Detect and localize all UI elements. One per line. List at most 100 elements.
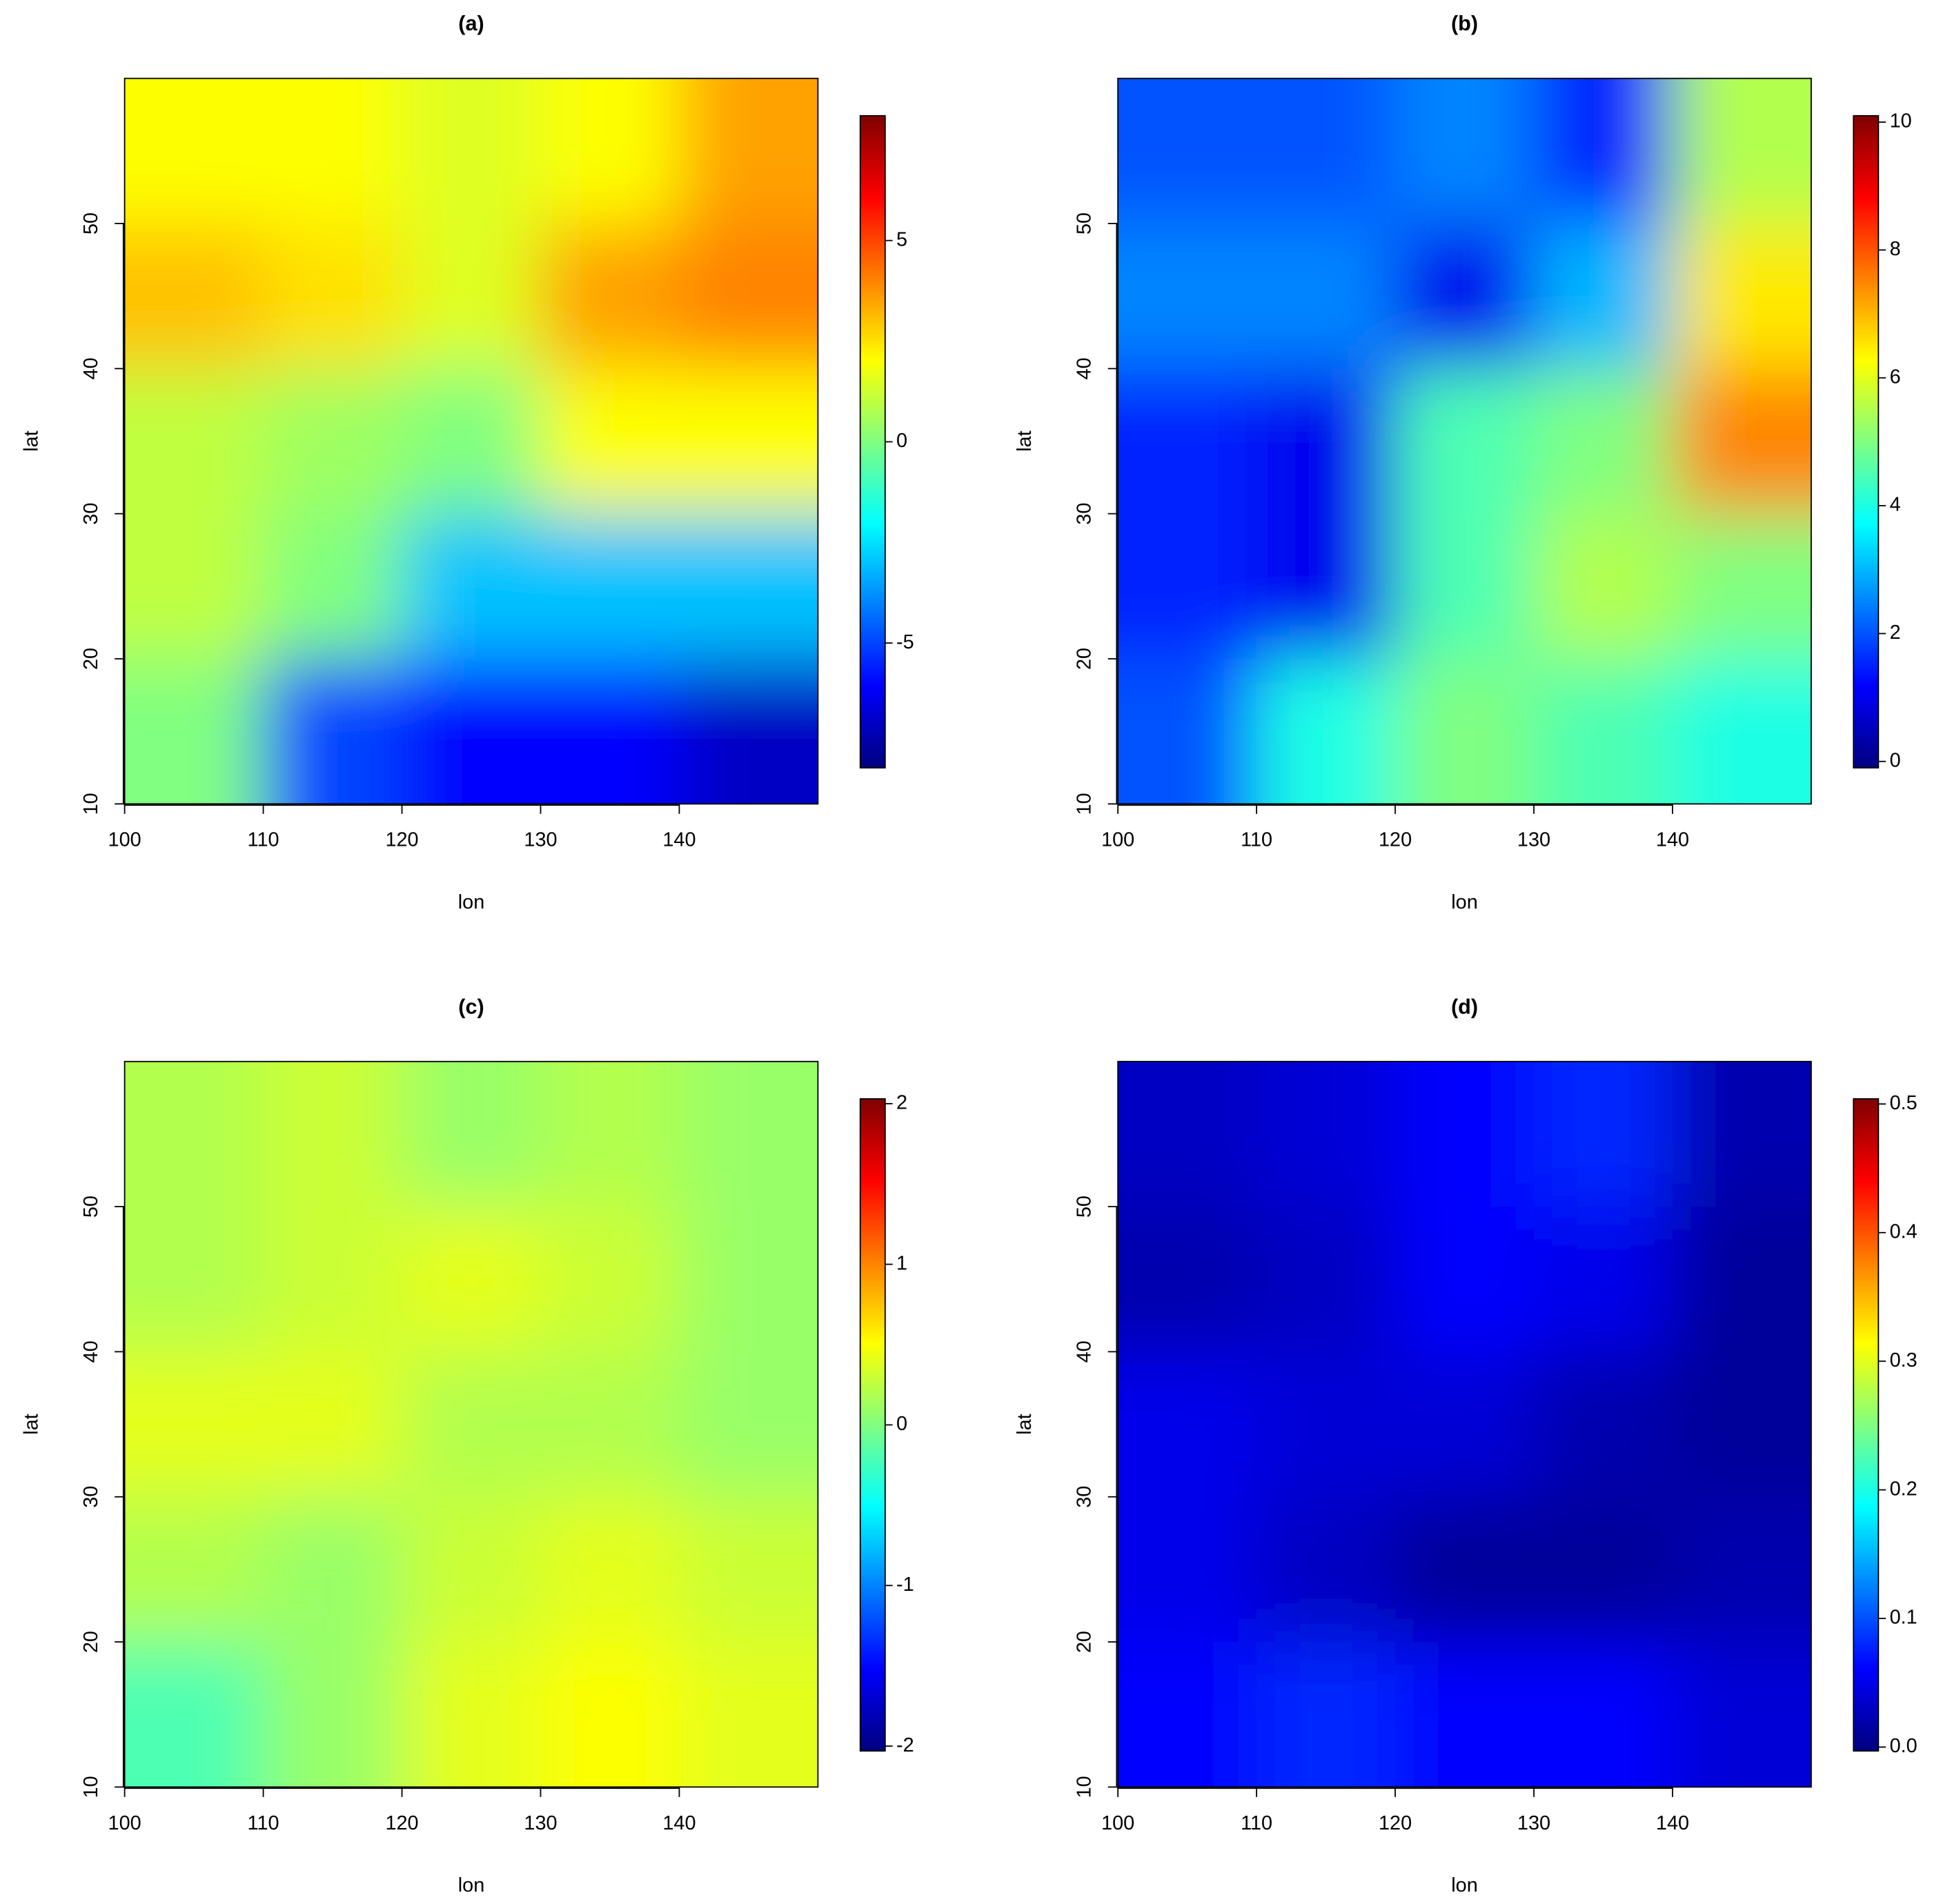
x-tick-label: 100	[1101, 1812, 1134, 1834]
x-tick-label: 110	[248, 1812, 279, 1834]
x-tick-label: 140	[1656, 1812, 1689, 1834]
heatmap-cell	[1256, 223, 1396, 369]
plot-frame	[124, 1060, 819, 1788]
x-tick-label: 120	[385, 1812, 418, 1834]
heatmap-cell	[402, 1496, 541, 1643]
heatmap-cell	[679, 513, 818, 659]
colorbar-tick-label: 6	[1890, 366, 1901, 388]
heatmap-cell	[1395, 1642, 1535, 1787]
heatmap-cell	[402, 1061, 541, 1207]
heatmap-cell	[124, 1207, 264, 1352]
heatmap-cell	[1672, 1496, 1811, 1643]
y-axis-label: lat	[20, 1414, 42, 1434]
heatmap-cell	[1534, 1642, 1673, 1787]
heatmap	[1118, 1061, 1811, 1787]
x-tick-label: 110	[1241, 1812, 1272, 1834]
heatmap-cell	[1672, 223, 1811, 369]
panel: (c) 100 110 120 130 140 10 20 30 40 50 lon lat -2 -1 0 1…	[20, 995, 914, 1896]
y-tick-label: 20	[1073, 648, 1095, 670]
heatmap-cell	[1256, 513, 1396, 659]
heatmap-cell	[1672, 1351, 1811, 1497]
heatmap	[1118, 78, 1811, 804]
x-tick-label: 130	[524, 829, 557, 851]
x-tick-label: 100	[108, 1812, 141, 1834]
heatmap-cell	[402, 1642, 541, 1787]
y-tick-label: 40	[80, 357, 102, 379]
heatmap-cell	[1534, 368, 1673, 514]
heatmap-cell	[402, 1351, 541, 1497]
colorbar-tick-label: 0	[896, 1413, 907, 1435]
heatmap-cell	[402, 1207, 541, 1352]
heatmap-cell	[124, 78, 264, 224]
heatmap-cell	[1395, 1496, 1535, 1643]
heatmap-cell	[1534, 223, 1673, 369]
heatmap-cell	[540, 1642, 680, 1787]
heatmap-cell	[402, 223, 541, 369]
colorbar	[859, 115, 886, 768]
panel-title: (b)	[1451, 12, 1478, 35]
heatmap-cell	[1672, 1642, 1811, 1787]
heatmap-cell	[1672, 1207, 1811, 1352]
y-tick-label: 10	[80, 793, 102, 815]
colorbar-tick-label: 10	[1890, 110, 1912, 132]
panel-title: (c)	[458, 995, 484, 1018]
heatmap-cell	[679, 78, 818, 224]
colorbar-tick-label: 8	[1890, 238, 1901, 260]
heatmap-cell	[1118, 78, 1257, 224]
heatmap-cell	[124, 368, 264, 514]
heatmap-cell	[263, 1061, 402, 1207]
heatmap-cell	[540, 368, 680, 514]
x-tick-label: 120	[385, 829, 418, 851]
x-tick-label: 140	[662, 1812, 696, 1834]
heatmap-cell	[679, 1496, 818, 1643]
heatmap-cell	[263, 1351, 402, 1497]
heatmap-cell	[540, 223, 680, 369]
y-axis-label: lat	[1014, 1414, 1036, 1434]
colorbar-tick-label: 0	[896, 430, 907, 452]
heatmap-cell	[1256, 658, 1396, 804]
y-tick-label: 50	[80, 212, 102, 235]
heatmap-cell	[1672, 78, 1811, 224]
heatmap-cell	[1395, 1351, 1535, 1497]
x-axis-label: lon	[458, 891, 485, 913]
heatmap-cell	[124, 1642, 264, 1787]
heatmap-cell	[402, 513, 541, 659]
heatmap	[124, 78, 818, 804]
colorbar-tick-label: 2	[896, 1091, 907, 1113]
colorbar-tick-label: 0.2	[1890, 1478, 1918, 1500]
heatmap-cell	[1118, 368, 1257, 514]
x-tick-label: 130	[524, 1812, 557, 1834]
heatmap-cell	[263, 368, 402, 514]
heatmap-cells	[124, 78, 818, 804]
colorbar-tick-label: 2	[1890, 622, 1901, 644]
x-tick-label: 110	[1241, 829, 1272, 851]
heatmap-cell	[540, 1207, 680, 1352]
heatmap-cells	[1118, 1061, 1811, 1787]
y-tick-label: 10	[80, 1776, 102, 1798]
panel: (a) 100 110 120 130 140 10 20 30 40 50 lon lat -5 0 5	[20, 12, 914, 913]
heatmap-cell	[263, 1642, 402, 1787]
y-axis-label: lat	[1014, 430, 1036, 451]
heatmap-cell	[124, 1061, 264, 1207]
colorbar	[1853, 115, 1880, 768]
heatmap-cell	[679, 1061, 818, 1207]
heatmap-cell	[1118, 658, 1257, 804]
heatmap-cell	[1256, 1642, 1396, 1787]
heatmap-cell	[402, 368, 541, 514]
heatmap-cell	[540, 1496, 680, 1643]
heatmap-cell	[679, 658, 818, 804]
heatmap-cell	[263, 78, 402, 224]
heatmap-cell	[1118, 1061, 1257, 1207]
heatmap	[124, 1061, 818, 1787]
panel: (d) 100 110 120 130 140 10 20 30 40 50 lon lat 0.0 0.1…	[1014, 995, 1918, 1896]
y-tick-label: 20	[1073, 1631, 1095, 1653]
panel-title: (a)	[458, 12, 484, 35]
y-tick-label: 40	[1073, 1340, 1095, 1362]
plot-frame	[124, 77, 819, 805]
heatmap-cell	[1256, 1061, 1396, 1207]
colorbar-tick-label: 0.5	[1890, 1092, 1918, 1114]
heatmap-cell	[1672, 658, 1811, 804]
heatmap-cell	[679, 1642, 818, 1787]
heatmap-cell	[1118, 223, 1257, 369]
